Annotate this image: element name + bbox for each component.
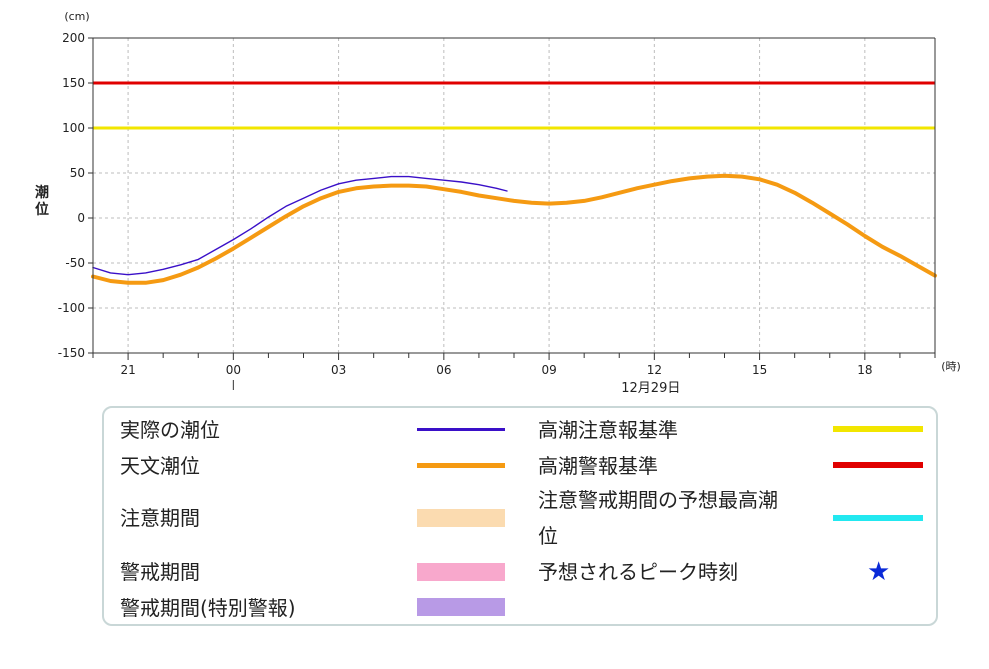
y-tick-label: 150 xyxy=(62,76,85,90)
series-group xyxy=(91,173,937,285)
legend-swatch-astronomical-tide xyxy=(417,463,505,468)
y-axis-label: 位 xyxy=(35,201,49,218)
axis-labels: 200 150 100 50 0 -50 -100 -150 21 00 03 06 09 12 15 18 1… xyxy=(35,10,961,396)
series-line xyxy=(91,173,937,285)
legend-label-caution-period: 注意期間 xyxy=(120,506,200,530)
legend-label-forecast-max-tide: 注意警戒期間の予想最高潮 xyxy=(538,488,778,512)
x-tick-label: 09 xyxy=(541,363,556,377)
y-tick-label: -50 xyxy=(65,256,85,270)
legend-swatch-caution-period xyxy=(417,509,505,527)
legend-swatch-warning-period xyxy=(417,563,505,581)
x-tick-label: 03 xyxy=(331,363,346,377)
series-line xyxy=(92,175,508,276)
axes xyxy=(88,37,936,390)
legend-label-storm-surge-advisory: 高潮注意報基準 xyxy=(538,418,678,442)
legend-swatch-special-warning-period xyxy=(417,598,505,616)
y-tick-label: 200 xyxy=(62,31,85,45)
grid-lines xyxy=(93,37,935,354)
legend-label-forecast-max-tide-cont: 位 xyxy=(538,524,558,548)
y-unit-label: (cm) xyxy=(64,10,89,23)
y-tick-label: 100 xyxy=(62,121,85,135)
x-tick-label: 18 xyxy=(857,363,872,377)
tide-chart: 200 150 100 50 0 -50 -100 -150 21 00 03 06 09 12 15 18 1… xyxy=(35,10,961,396)
y-tick-label: -100 xyxy=(58,301,85,315)
x-tick-label: 12 xyxy=(647,363,662,377)
x-tick-label: 21 xyxy=(120,363,135,377)
legend-swatch-forecast-max-tide xyxy=(833,515,923,521)
x-tick-label: 15 xyxy=(752,363,767,377)
x-tick-label: 00 xyxy=(226,363,241,377)
y-tick-label: 50 xyxy=(70,166,85,180)
legend-label-peak-time: 予想されるピーク時刻 xyxy=(538,560,738,584)
legend-swatch-storm-surge-advisory xyxy=(833,426,923,432)
y-tick-label: 0 xyxy=(77,211,85,225)
legend-swatch-actual-tide xyxy=(417,428,505,431)
date-label: 12月29日 xyxy=(621,381,680,396)
legend-label-actual-tide: 実際の潮位 xyxy=(120,418,220,442)
y-tick-label: -150 xyxy=(58,346,85,360)
x-unit-label: (時) xyxy=(941,360,961,373)
y-axis-label: 潮 xyxy=(35,184,49,201)
legend-label-storm-surge-warning: 高潮警報基準 xyxy=(538,454,658,478)
legend-label-warning-period: 警戒期間 xyxy=(120,560,200,584)
legend-swatch-storm-surge-warning xyxy=(833,462,923,468)
star-icon: ★ xyxy=(867,557,891,587)
x-tick-label: 06 xyxy=(436,363,451,377)
reference-lines xyxy=(93,81,935,130)
legend-label-special-warning-period: 警戒期間(特別警報) xyxy=(120,596,296,620)
legend-label-astronomical-tide: 天文潮位 xyxy=(120,454,200,478)
legend: 実際の潮位 天文潮位 注意期間 警戒期間 警戒期間(特別警報) 高潮注意報基準 … xyxy=(102,406,938,626)
